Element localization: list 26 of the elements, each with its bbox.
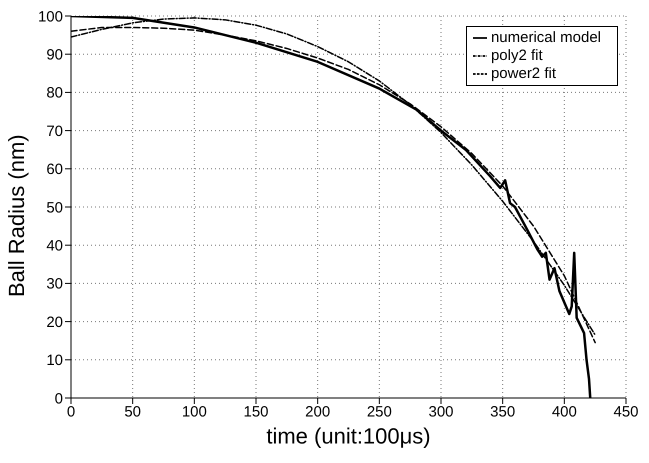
x-tick-label: 100 [182, 404, 207, 421]
legend-label: poly2 fit [490, 47, 543, 64]
x-tick-label: 200 [305, 404, 330, 421]
x-axis-title: time (unit:100μs) [266, 424, 431, 449]
y-tick-label: 60 [46, 161, 63, 178]
y-tick-label: 40 [46, 238, 63, 255]
y-axis-title: Ball Radius (nm) [4, 134, 29, 297]
x-tick-label: 300 [428, 404, 454, 421]
x-tick-label: 50 [124, 404, 142, 421]
y-tick-label: 70 [46, 122, 63, 140]
x-tick-label: 450 [613, 404, 639, 421]
y-tick-label: 30 [46, 276, 63, 293]
x-tick-label: 250 [366, 404, 392, 421]
x-tick-label: 350 [490, 404, 516, 421]
x-tick-label: 150 [243, 404, 269, 421]
y-tick-label: 80 [46, 84, 63, 102]
y-tick-label: 90 [46, 46, 63, 64]
legend-label: power2 fit [490, 65, 556, 82]
legend-label: numerical model [490, 29, 601, 46]
y-tick-label: 10 [46, 352, 63, 370]
y-tick-label: 50 [46, 199, 63, 216]
x-tick-label: 0 [66, 404, 76, 421]
x-tick-label: 400 [552, 404, 577, 421]
y-tick-label: 20 [46, 314, 63, 331]
y-tick-label: 0 [54, 390, 63, 408]
y-tick-label: 100 [38, 8, 63, 26]
